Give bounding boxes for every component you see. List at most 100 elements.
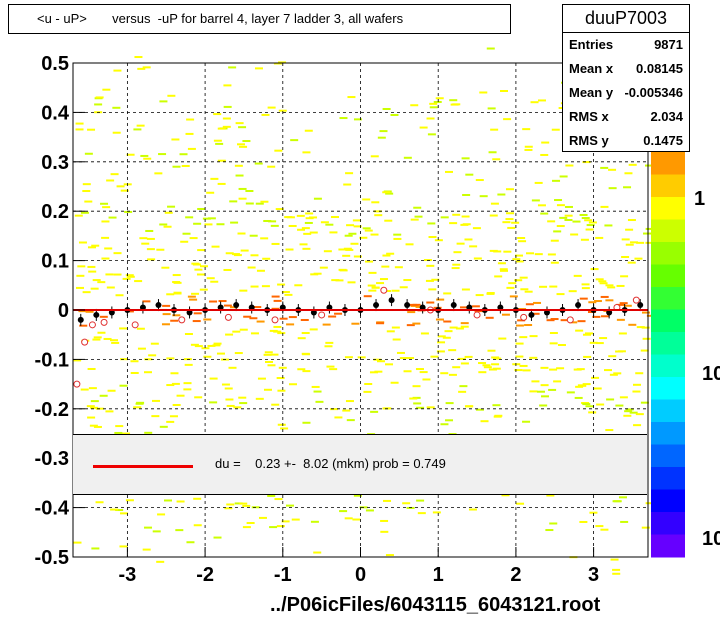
heatmap-cell [628,323,637,326]
profile-open-point [271,316,279,324]
heatmap-cell [92,338,101,341]
heatmap-cell [644,164,653,167]
heatmap-cell [368,289,377,292]
heatmap-cell [242,504,251,507]
heatmap-cell [145,229,154,232]
heatmap-cell [256,320,265,323]
heatmap-cell [146,237,155,240]
heatmap-cell [137,67,146,70]
heatmap-cell [194,345,203,348]
heatmap-cell [207,344,216,347]
heatmap-cell [161,323,170,326]
heatmap-cell [75,128,84,131]
heatmap-cell [590,268,599,271]
heatmap-cell [288,383,297,386]
heatmap-cell [646,314,655,317]
heatmap-cell [193,312,202,315]
x-tick-label: -1 [274,564,292,586]
heatmap-cell [87,246,96,249]
heatmap-cell [209,377,218,380]
heatmap-cell [406,357,415,360]
heatmap-cell [459,306,468,309]
heatmap-cell [229,200,238,203]
heatmap-cell [234,352,243,355]
heatmap-cell [581,401,590,404]
heatmap-cell [222,125,231,128]
heatmap-cell [443,292,452,295]
heatmap-cell [302,353,311,356]
heatmap-cell [158,153,167,156]
heatmap-cell [204,223,213,226]
heatmap-cell [377,136,386,139]
heatmap-cell [505,188,514,191]
heatmap-cell [238,197,247,200]
profile-point [373,302,380,309]
heatmap-cell [125,274,134,277]
heatmap-cell [475,294,484,297]
heatmap-cell [102,206,111,209]
heatmap-cell [301,332,310,335]
heatmap-cell [491,356,500,359]
heatmap-cell [452,103,461,106]
heatmap-cell [526,252,535,255]
profile-point [528,311,535,318]
heatmap-cell [218,300,227,303]
file-label: ../P06icFiles/6043115_6043121.root [270,594,601,616]
heatmap-cell [540,212,549,215]
heatmap-cell [313,551,322,554]
profile-point [404,302,411,309]
heatmap-cell [391,326,400,329]
heatmap-cell [263,219,272,222]
heatmap-cell [541,395,550,398]
heatmap-cell [370,233,379,236]
heatmap-cell [409,397,418,400]
heatmap-cell [492,158,501,161]
heatmap-cell [570,233,579,236]
heatmap-cell [271,295,280,298]
heatmap-cell [216,223,225,226]
heatmap-cell [641,311,650,314]
y-tick-label: -0.1 [35,349,69,371]
heatmap-cell [180,240,189,243]
heatmap-cell [90,287,99,290]
heatmap-cell [540,153,549,156]
heatmap-cell [503,118,512,121]
heatmap-cell [119,327,128,330]
heatmap-cell [176,500,185,503]
heatmap-cell [596,403,605,406]
heatmap-cell [189,237,198,240]
heatmap-cell [445,402,454,405]
heatmap-cell [273,299,282,302]
heatmap-cell [619,396,628,399]
heatmap-cell [633,383,642,386]
heatmap-cell [475,179,484,182]
heatmap-cell [426,406,435,409]
heatmap-cell [90,400,99,403]
heatmap-cell [595,236,604,239]
heatmap-cell [553,380,562,383]
heatmap-cell [80,388,89,391]
heatmap-cell [582,403,591,406]
heatmap-cell [245,202,254,205]
palette-swatch [651,377,685,400]
heatmap-cell [608,187,617,190]
heatmap-cell [595,278,604,281]
heatmap-cell [623,304,632,307]
heatmap-cell [575,329,584,332]
heatmap-cell [229,306,238,309]
heatmap-cell [261,113,270,116]
heatmap-cell [342,409,351,412]
heatmap-cell [275,208,284,211]
heatmap-cell [585,228,594,231]
heatmap-cell [403,279,412,282]
heatmap-cell [239,145,248,148]
heatmap-cell [479,91,488,94]
heatmap-cell [427,133,436,136]
heatmap-cell [497,193,506,196]
heatmap-cell [87,128,96,131]
heatmap-cell [130,360,139,363]
heatmap-cell [589,341,598,344]
heatmap-cell [209,401,218,404]
heatmap-cell [620,275,629,278]
heatmap-cell [110,508,119,511]
